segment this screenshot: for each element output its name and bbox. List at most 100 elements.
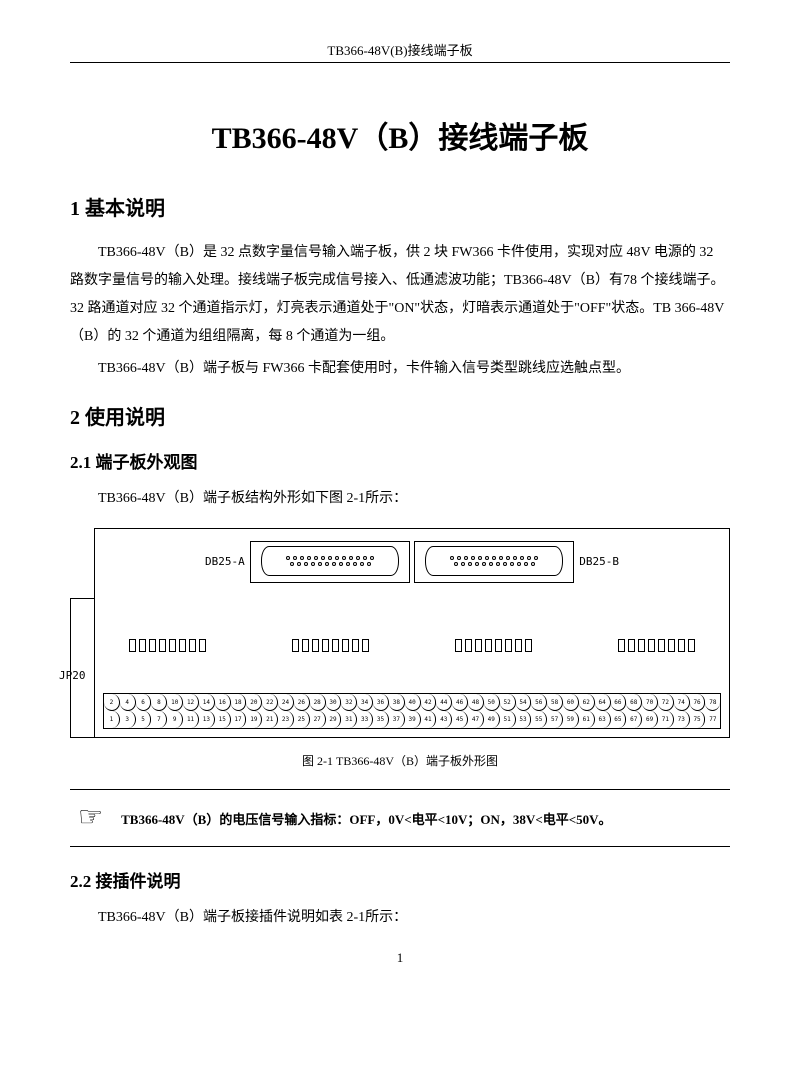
- connector-pin: [286, 556, 290, 560]
- connector-pin: [370, 556, 374, 560]
- terminal-cell: 19: [246, 711, 262, 728]
- terminal-cell: 15: [215, 711, 231, 728]
- channel-led: [638, 639, 645, 652]
- connector-pin: [339, 562, 343, 566]
- terminal-strip: 2468101214161820222426283032343638404244…: [103, 693, 721, 729]
- terminal-cell: 30: [326, 694, 342, 711]
- terminal-cell: 59: [563, 711, 579, 728]
- connector-pin: [335, 556, 339, 560]
- channel-led: [515, 639, 522, 652]
- terminal-cell: 54: [516, 694, 532, 711]
- terminal-cell: 61: [579, 711, 595, 728]
- terminal-cell: 40: [405, 694, 421, 711]
- channel-led: [149, 639, 156, 652]
- terminal-cell: 50: [484, 694, 500, 711]
- terminal-cell: 3: [120, 711, 136, 728]
- terminal-cell: 23: [278, 711, 294, 728]
- terminal-cell: 70: [642, 694, 658, 711]
- terminal-cell: 53: [516, 711, 532, 728]
- terminal-cell: 34: [357, 694, 373, 711]
- terminal-cell: 16: [215, 694, 231, 711]
- connector-pin: [517, 562, 521, 566]
- terminal-cell: 56: [531, 694, 547, 711]
- connector-pin: [304, 562, 308, 566]
- connector-pin: [513, 556, 517, 560]
- figure-2-1: DB25-A DB25-B JP20 2: [70, 528, 730, 769]
- terminal-cell: 36: [373, 694, 389, 711]
- terminal-cell: 75: [690, 711, 706, 728]
- terminal-cell: 29: [326, 711, 342, 728]
- channel-led: [139, 639, 146, 652]
- channel-led: [322, 639, 329, 652]
- db25-a-label: DB25-A: [205, 555, 245, 568]
- terminal-cell: 25: [294, 711, 310, 728]
- terminal-cell: 52: [500, 694, 516, 711]
- connector-pin: [293, 556, 297, 560]
- channel-led: [362, 639, 369, 652]
- section-1-para-1: TB366-48V（B）是 32 点数字量信号输入端子板，供 2 块 FW366…: [70, 239, 730, 351]
- connector-pin: [527, 556, 531, 560]
- section-2-2-para: TB366-48V（B）端子板接插件说明如表 2-1所示：: [70, 904, 730, 932]
- terminal-cell: 76: [690, 694, 706, 711]
- db25-b-connector: [414, 541, 574, 583]
- connector-pin: [318, 562, 322, 566]
- jp20-label: JP20: [59, 669, 86, 682]
- connector-pin: [457, 556, 461, 560]
- channel-led: [332, 639, 339, 652]
- section-1-para-2: TB366-48V（B）端子板与 FW366 卡配套使用时，卡件输入信号类型跳线…: [70, 355, 730, 383]
- channel-led: [292, 639, 299, 652]
- connector-pin: [531, 562, 535, 566]
- terminal-cell: 65: [611, 711, 627, 728]
- terminal-cell: 48: [468, 694, 484, 711]
- terminal-cell: 5: [136, 711, 152, 728]
- channel-led: [475, 639, 482, 652]
- terminal-cell: 17: [231, 711, 247, 728]
- connector-pin: [311, 562, 315, 566]
- connector-pin: [489, 562, 493, 566]
- channel-led: [352, 639, 359, 652]
- terminal-cell: 4: [120, 694, 136, 711]
- terminal-cell: 73: [674, 711, 690, 728]
- terminal-cell: 31: [341, 711, 357, 728]
- terminal-cell: 1: [104, 711, 120, 728]
- connector-pin: [300, 556, 304, 560]
- terminal-cell: 7: [151, 711, 167, 728]
- connector-pin: [356, 556, 360, 560]
- terminal-cell: 27: [310, 711, 326, 728]
- page-number: 1: [70, 950, 730, 966]
- connector-pin: [534, 556, 538, 560]
- document-title: TB366-48V（B）接线端子板: [70, 113, 730, 157]
- connector-pin: [524, 562, 528, 566]
- terminal-cell: 46: [452, 694, 468, 711]
- connector-pin: [363, 556, 367, 560]
- connector-pin: [297, 562, 301, 566]
- channel-led: [648, 639, 655, 652]
- connector-pin: [496, 562, 500, 566]
- channel-led: [342, 639, 349, 652]
- channel-led: [179, 639, 186, 652]
- terminal-cell: 45: [452, 711, 468, 728]
- connector-pin: [349, 556, 353, 560]
- terminal-cell: 37: [389, 711, 405, 728]
- connector-pin: [314, 556, 318, 560]
- connector-pin: [478, 556, 482, 560]
- channel-led: [618, 639, 625, 652]
- terminal-cell: 57: [547, 711, 563, 728]
- connector-pin: [321, 556, 325, 560]
- terminal-cell: 18: [231, 694, 247, 711]
- channel-led: [525, 639, 532, 652]
- connector-pin: [506, 556, 510, 560]
- terminal-cell: 21: [262, 711, 278, 728]
- terminal-cell: 35: [373, 711, 389, 728]
- connector-pin: [360, 562, 364, 566]
- terminal-cell: 43: [436, 711, 452, 728]
- led-indicator-row: [129, 639, 695, 652]
- channel-led: [668, 639, 675, 652]
- channel-led: [465, 639, 472, 652]
- terminal-cell: 71: [658, 711, 674, 728]
- terminal-cell: 74: [674, 694, 690, 711]
- connector-pin: [454, 562, 458, 566]
- terminal-cell: 33: [357, 711, 373, 728]
- db25-a-connector: [250, 541, 410, 583]
- channel-led: [485, 639, 492, 652]
